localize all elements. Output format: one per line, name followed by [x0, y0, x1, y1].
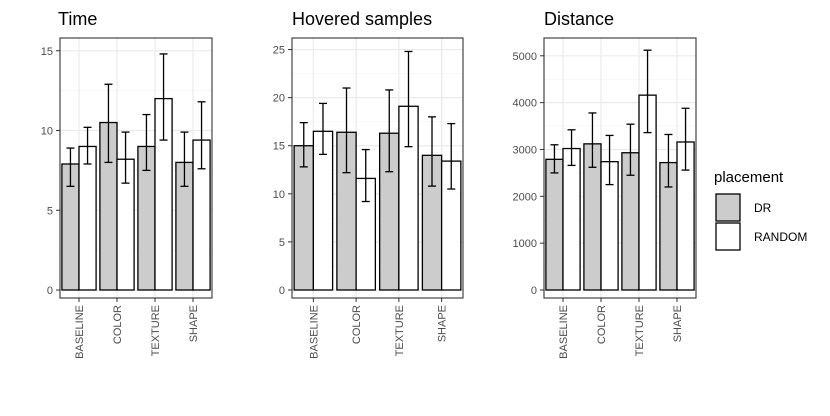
x-tick-label-texture: TEXTURE [150, 305, 162, 356]
panel-title-time: Time [58, 9, 97, 29]
error-bar-dr-shape [664, 133, 673, 188]
y-tick-label: 15 [273, 141, 285, 153]
bar-random-baseline [78, 145, 97, 291]
legend-label-dr: DR [754, 201, 772, 215]
error-bar-random-texture [643, 49, 652, 134]
error-bar-dr-baseline [550, 144, 559, 174]
error-bar-random-shape [447, 122, 456, 190]
y-tick-label: 10 [41, 126, 53, 138]
x-tick-label-shape: SHAPE [437, 305, 449, 342]
y-tick-label: 3000 [513, 144, 537, 156]
y-tick-label: 25 [273, 45, 285, 57]
panel-hovered-samples: Hovered samples 0 5 10 15 20 25 BASELINE COLOR TE… [273, 9, 464, 359]
error-bar-dr-texture [142, 113, 151, 172]
error-bar-random-color [361, 148, 370, 203]
panel-title-distance: Distance [544, 9, 614, 29]
panel-border [291, 37, 464, 299]
panel-distance: Distance 0 1000 2000 3000 4000 5000 BASELINE COL… [513, 9, 697, 359]
y-tick-label: 0 [279, 285, 285, 297]
error-bar-random-baseline [567, 129, 576, 167]
x-tick-label-shape: SHAPE [188, 305, 200, 342]
error-bar-random-texture [159, 53, 168, 141]
panel-border [543, 37, 697, 299]
x-tick-label-baseline: BASELINE [74, 305, 86, 359]
x-tick-label-texture: TEXTURE [634, 305, 646, 356]
x-tick-label-baseline: BASELINE [308, 305, 320, 359]
y-tick-label: 1000 [513, 238, 537, 250]
error-bar-random-baseline [83, 126, 92, 165]
x-tick-label-texture: TEXTURE [394, 305, 406, 356]
error-bar-dr-color [588, 112, 597, 168]
bar-dr-baseline [545, 158, 564, 291]
error-bar-dr-texture [385, 89, 394, 173]
legend-label-random: RANDOM [754, 230, 807, 244]
x-tick-label-color: COLOR [596, 305, 608, 344]
x-tick-label-baseline: BASELINE [558, 305, 570, 359]
error-bar-dr-baseline [66, 147, 75, 187]
panel-title-hovered-samples: Hovered samples [292, 9, 432, 29]
legend-key-dr [715, 193, 741, 222]
panel-time: Time 0 5 10 15 BASELINE COLOR TEXTURE SHAPE [41, 9, 213, 359]
legend-title: placement [714, 169, 784, 186]
error-bar-dr-color [104, 83, 113, 164]
bar-random-baseline [312, 130, 334, 291]
legend-key-random [715, 222, 741, 251]
error-bar-dr-color [342, 87, 351, 174]
error-bar-dr-shape [180, 131, 189, 187]
error-bar-random-texture [404, 50, 413, 148]
y-tick-label: 0 [531, 285, 537, 297]
error-bar-random-color [605, 134, 614, 186]
legend: placement DR RANDOM [714, 169, 807, 251]
error-bar-dr-shape [428, 116, 437, 187]
y-tick-label: 20 [273, 93, 285, 105]
y-tick-label: 15 [41, 46, 53, 58]
y-tick-label: 4000 [513, 98, 537, 110]
y-tick-label: 0 [47, 285, 53, 297]
y-tick-label: 2000 [513, 191, 537, 203]
error-bar-random-color [121, 131, 130, 184]
bar-random-baseline [562, 147, 581, 291]
error-bar-random-shape [681, 107, 690, 171]
y-tick-label: 5000 [513, 51, 537, 63]
y-tick-label: 5 [279, 237, 285, 249]
x-tick-label-shape: SHAPE [672, 305, 684, 342]
error-bar-dr-baseline [299, 121, 308, 168]
error-bar-random-baseline [318, 102, 327, 156]
x-tick-label-color: COLOR [112, 305, 124, 344]
panel-border [59, 37, 213, 299]
error-bar-dr-texture [626, 123, 635, 176]
y-tick-label: 10 [273, 189, 285, 201]
x-tick-label-color: COLOR [351, 305, 363, 344]
error-bar-random-shape [197, 101, 206, 170]
y-tick-label: 5 [47, 205, 53, 217]
